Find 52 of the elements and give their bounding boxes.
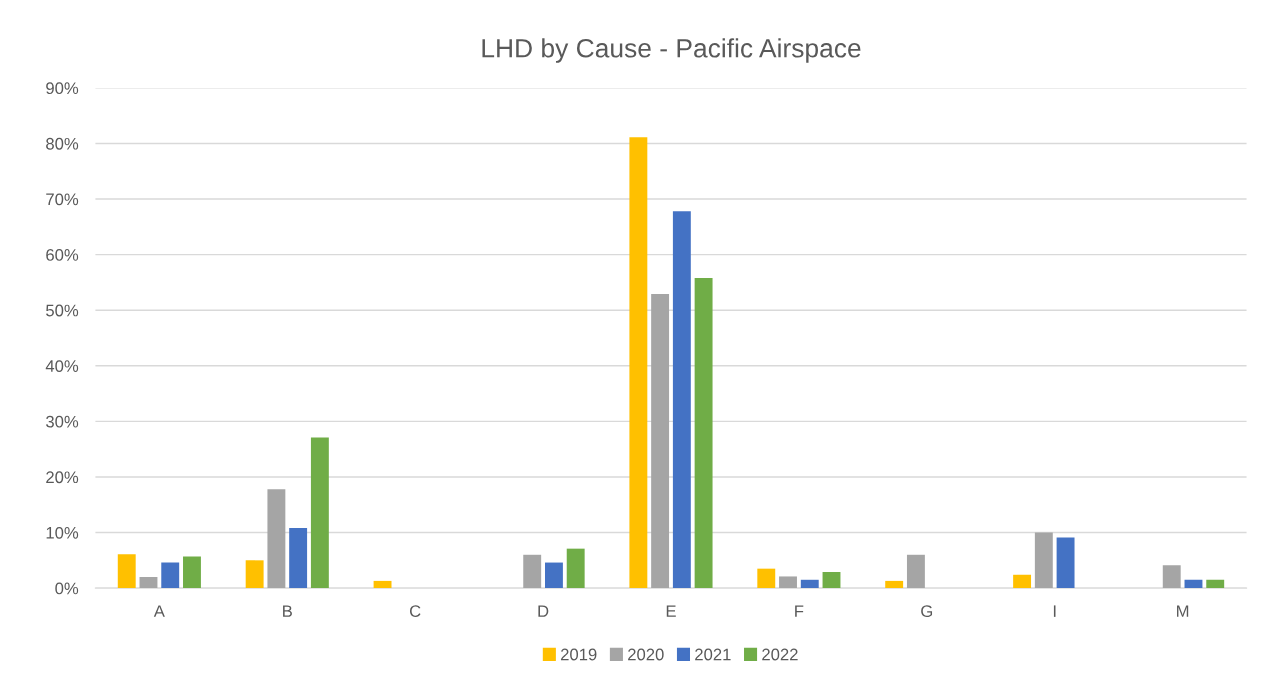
x-tick-label: A	[153, 605, 165, 617]
y-tick-label: 0%	[55, 582, 79, 595]
bar	[161, 562, 180, 589]
y-tick-label: 80%	[46, 137, 79, 150]
bar	[183, 556, 201, 589]
legend-label: 2022	[762, 648, 798, 661]
x-tick-label: E	[666, 605, 676, 617]
bar	[566, 548, 585, 589]
y-tick-label: 10%	[46, 526, 79, 539]
bar	[1056, 537, 1075, 589]
x-tick-label: G	[921, 605, 933, 618]
legend-label: 2019	[561, 648, 597, 661]
bar	[651, 294, 670, 589]
bar	[885, 580, 904, 589]
bar	[139, 577, 158, 589]
x-tick-label: B	[283, 605, 292, 617]
bar	[1013, 574, 1032, 589]
bar	[373, 580, 392, 589]
bar	[245, 560, 264, 589]
chart-title: LHD by Cause - Pacific Airspace	[482, 38, 861, 63]
y-tick-label: 70%	[46, 193, 79, 206]
bar	[1162, 565, 1181, 589]
bar	[629, 137, 648, 589]
bar	[267, 489, 286, 589]
y-tick-label: 60%	[46, 249, 79, 261]
bar	[822, 572, 841, 589]
y-tick-label: 50%	[46, 304, 79, 317]
x-tick-label: D	[538, 605, 549, 617]
x-tick-label: C	[409, 605, 421, 618]
bar	[523, 554, 542, 589]
x-tick-label: I	[1053, 605, 1056, 617]
bar	[694, 277, 713, 589]
legend-label: 2021	[695, 648, 731, 661]
bar	[906, 554, 925, 589]
legend-label: 2020	[628, 648, 664, 661]
bar	[1206, 579, 1225, 589]
x-tick-label: M	[1177, 605, 1189, 617]
bar	[1184, 579, 1203, 589]
bar	[779, 576, 797, 589]
bar	[757, 568, 776, 589]
bar	[800, 579, 819, 589]
y-tick-label: 20%	[46, 471, 79, 484]
bar	[1034, 532, 1053, 589]
bar	[289, 528, 308, 589]
bar	[310, 437, 329, 589]
y-tick-label: 40%	[45, 360, 79, 372]
y-tick-label: 90%	[46, 82, 79, 95]
x-tick-label: F	[795, 605, 804, 617]
bar	[672, 211, 691, 589]
bar	[117, 554, 136, 589]
y-tick-label: 30%	[46, 415, 79, 428]
bar	[544, 562, 563, 589]
